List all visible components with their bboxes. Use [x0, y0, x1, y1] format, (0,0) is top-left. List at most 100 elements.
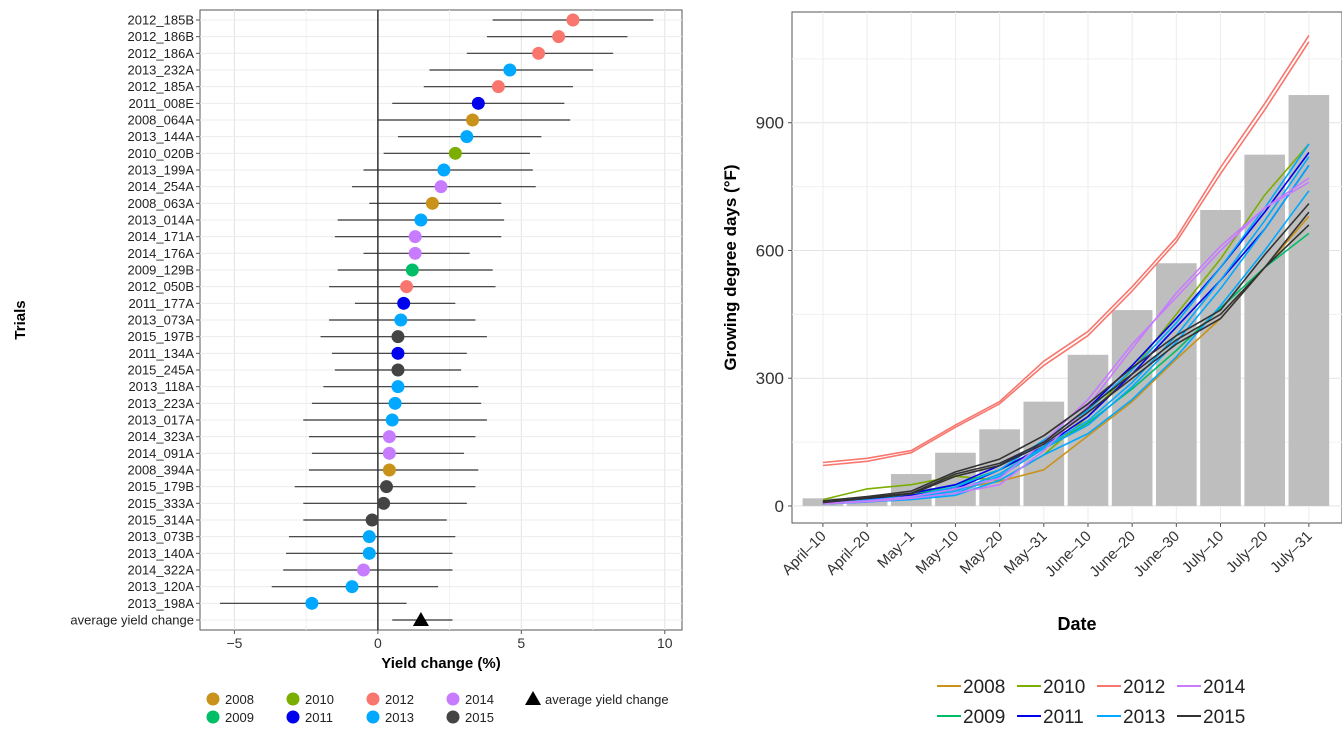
y-tick-label: 2011_177A: [128, 296, 194, 311]
y-tick-label: 2012_185A: [127, 79, 194, 94]
trial-point: [414, 213, 428, 227]
x-tick-label: May–1: [874, 528, 918, 572]
legend-label: 2010: [1043, 677, 1085, 698]
y-tick-label: 2012_186A: [127, 46, 194, 61]
trial-point: [382, 463, 396, 477]
trial-point: [408, 230, 422, 244]
gdd-bar: [1288, 95, 1330, 506]
legend-key: [286, 692, 300, 706]
legend-label: 2011: [305, 710, 333, 725]
trial-point: [362, 546, 376, 560]
x-tick-label: June–20: [1086, 528, 1139, 581]
legend-label: 2012: [385, 692, 414, 707]
y-tick-label: 2008_394A: [127, 463, 194, 478]
legend-label: 2015: [465, 710, 494, 725]
legend-key: [366, 710, 380, 724]
trial-point: [345, 580, 359, 594]
y-tick-label: 2014_322A: [127, 563, 194, 578]
y-tick-label: 2008_063A: [127, 196, 194, 211]
series-line-2014: [822, 177, 1310, 505]
y-tick-label: 2014_254A: [127, 179, 194, 194]
x-tick-label: May–20: [957, 528, 1007, 578]
trial-point: [385, 413, 399, 427]
trial-point: [532, 46, 546, 60]
y-tick-label: 2010_020B: [127, 146, 194, 161]
trial-point: [379, 480, 393, 494]
y-tick-label: 300: [756, 369, 784, 388]
trial-point: [566, 13, 580, 27]
trial-point: [471, 96, 485, 110]
legend-label: 2009: [225, 710, 254, 725]
trial-point: [434, 180, 448, 194]
y-tick-label: 2014_323A: [127, 429, 194, 444]
trial-point: [391, 330, 405, 344]
legend-key: [286, 710, 300, 724]
x-axis-title: Yield change (%): [381, 655, 500, 672]
legend-label: average yield change: [545, 692, 669, 707]
trial-point: [405, 263, 419, 277]
gdd-bar: [1200, 210, 1241, 506]
y-tick-label: 2013_198A: [127, 596, 194, 611]
y-tick-label: 2015_197B: [127, 329, 194, 344]
y-tick-label: 2015_314A: [127, 513, 194, 528]
gdd-bar: [1111, 310, 1153, 506]
trial-point: [466, 113, 480, 127]
y-tick-label: 2011_134A: [128, 346, 194, 361]
x-tick-label: June–10: [1042, 528, 1095, 581]
y-tick-label: 2013_199A: [127, 163, 194, 178]
x-tick-label: April–10: [779, 528, 830, 579]
y-tick-label: 2013_120A: [127, 579, 194, 594]
y-tick-label: 2009_129B: [127, 263, 194, 278]
y-tick-label: 2012_186B: [127, 29, 194, 44]
gdd-bar: [1156, 263, 1197, 506]
y-tick-label: 900: [756, 114, 784, 133]
trial-point: [397, 296, 411, 310]
y-tick-label: 2011_008E: [128, 96, 194, 111]
trial-point: [503, 63, 517, 77]
trial-point: [391, 346, 405, 360]
y-tick-label: 2013_118A: [128, 379, 194, 394]
y-tick-label: 2013_140A: [127, 546, 194, 561]
legend-label: 2010: [305, 692, 334, 707]
series-line-2013: [822, 190, 1310, 505]
y-tick-label: 2008_064A: [127, 113, 194, 128]
trial-point: [437, 163, 451, 177]
legend-label: 2014: [465, 692, 494, 707]
legend-label: 2013: [385, 710, 414, 725]
y-tick-label: average yield change: [70, 613, 194, 628]
trial-point: [305, 596, 319, 610]
y-tick-label: 2013_014A: [127, 213, 194, 228]
legend-label: 2012: [1123, 677, 1165, 698]
y-tick-label: 2015_333A: [127, 496, 194, 511]
x-tick-label: 10: [657, 635, 673, 651]
y-tick-label: 0: [775, 497, 784, 516]
x-tick-label: July–10: [1179, 528, 1228, 577]
legend-label: 2008: [225, 692, 254, 707]
legend-label: 2015: [1203, 707, 1245, 728]
y-tick-label: 2013_144A: [127, 129, 194, 144]
series-line-2010: [822, 143, 1310, 501]
x-tick-label: April–20: [823, 528, 874, 579]
y-tick-label: 2014_176A: [127, 246, 194, 261]
x-tick-label: July–20: [1223, 528, 1272, 577]
x-tick-label: 5: [517, 635, 525, 651]
series-line-2012: [822, 41, 1310, 467]
trial-point: [491, 80, 505, 94]
trial-point: [460, 130, 474, 144]
trial-point: [382, 430, 396, 444]
legend-label: 2009: [963, 707, 1005, 728]
trial-point: [362, 530, 376, 544]
legend-key: [446, 692, 460, 706]
y-tick-label: 2015_179B: [127, 479, 194, 494]
y-tick-label: 2013_017A: [127, 413, 194, 428]
trial-point: [365, 513, 379, 527]
y-tick-label: 2012_185B: [127, 13, 194, 28]
x-tick-label: July–31: [1267, 528, 1316, 577]
y-axis-title: Trials: [12, 300, 29, 339]
legend-key: [206, 710, 220, 724]
x-tick-label: June–30: [1130, 528, 1183, 581]
y-tick-label: 2013_232A: [127, 63, 194, 78]
trial-point: [377, 496, 391, 510]
y-tick-label: 600: [756, 241, 784, 260]
